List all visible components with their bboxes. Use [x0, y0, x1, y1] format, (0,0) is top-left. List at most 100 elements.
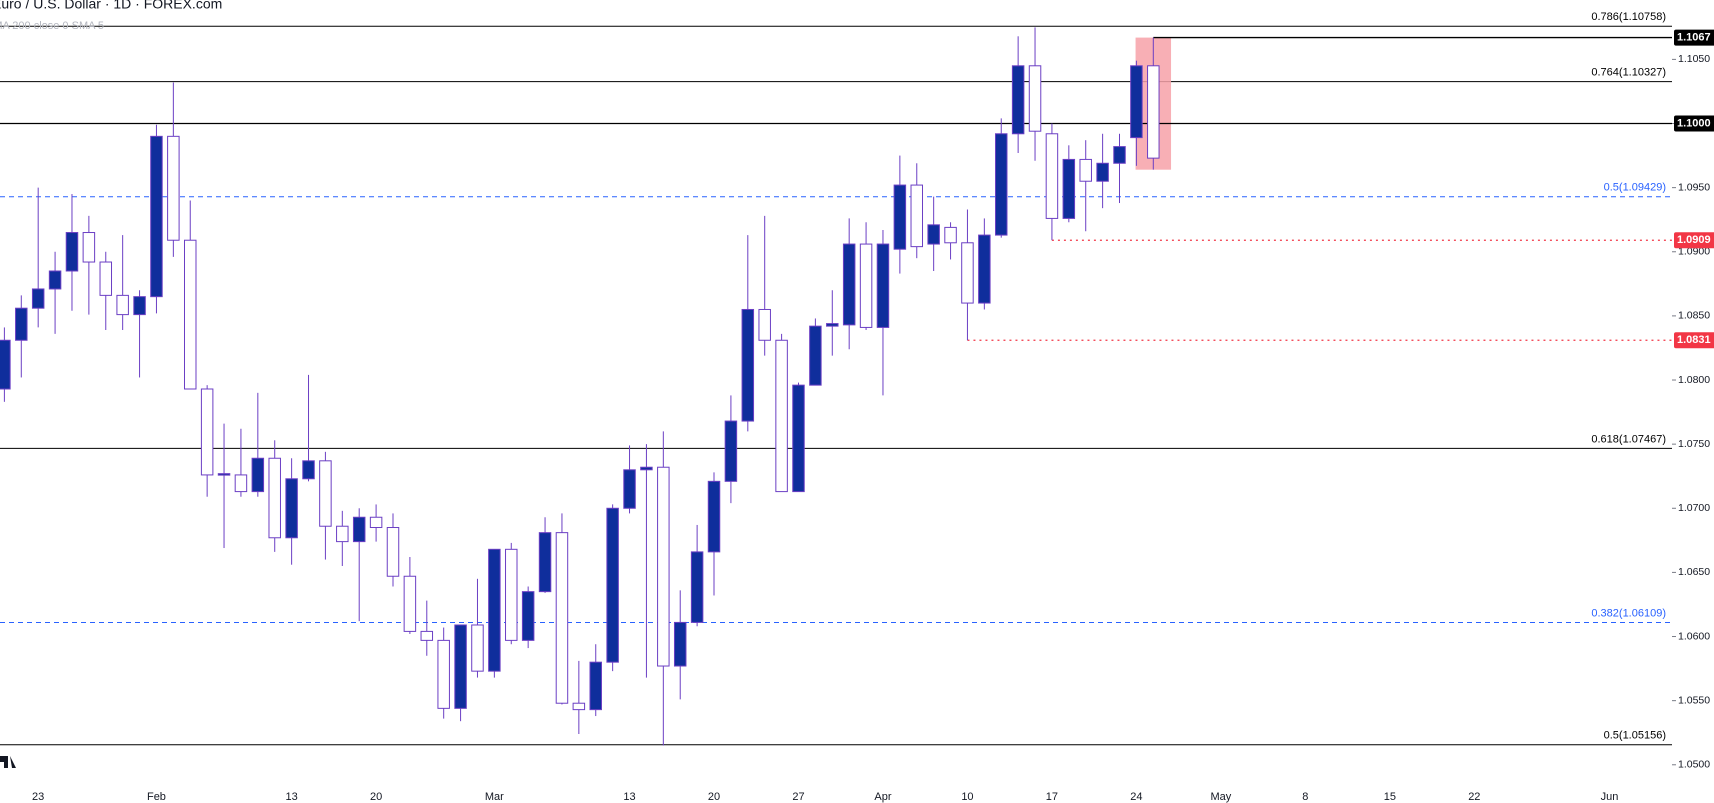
x-tick-label: 23	[32, 791, 44, 803]
candle-body	[758, 308, 771, 341]
y-tick-label: 1.0650	[1678, 566, 1710, 578]
x-tick-label: 20	[708, 791, 720, 803]
candle-body	[1113, 146, 1126, 164]
candle-body	[1079, 158, 1092, 182]
candle-body	[31, 288, 45, 309]
candle-body	[775, 339, 788, 493]
level-label: 0.764(1.10327)	[1591, 66, 1666, 78]
x-tick-label: 8	[1302, 791, 1308, 803]
y-tick-label: 1.0750	[1678, 438, 1710, 450]
candle-body	[927, 224, 940, 245]
x-tick-label: Jun	[1601, 791, 1619, 803]
candle-body	[994, 133, 1008, 236]
candle-body	[859, 243, 873, 328]
candle-body	[65, 232, 79, 272]
candle-body	[1028, 65, 1042, 132]
candle-body	[589, 661, 602, 711]
candles	[0, 27, 1160, 746]
candle-body	[150, 135, 163, 298]
candle-body	[944, 226, 957, 244]
candle-body	[657, 466, 670, 667]
candle-body	[133, 296, 146, 316]
x-tick-label: May	[1210, 791, 1231, 803]
y-tick-label: 1.0800	[1678, 374, 1710, 386]
candle-body	[724, 420, 738, 482]
y-tick-label: 1.0850	[1678, 310, 1710, 322]
y-tick-label: 1.1050	[1678, 53, 1710, 65]
candle-body	[555, 532, 569, 704]
candle-body	[623, 469, 636, 509]
y-tick-label: 1.0600	[1678, 630, 1710, 642]
candle-body	[876, 243, 890, 328]
levels: 0.786(1.10758) 0.764(1.10327) 0.5(1.09429)…	[0, 11, 1672, 746]
level-label: 0.5(1.09429)	[1604, 182, 1666, 194]
x-tick-label: 13	[285, 791, 297, 803]
x-tick-label: Mar	[485, 791, 504, 803]
price-label: 1.0909	[1677, 234, 1711, 246]
candle-body	[352, 516, 366, 543]
candle-body	[978, 234, 991, 304]
candle-body	[1062, 158, 1076, 219]
candle-body	[673, 621, 687, 667]
candle-body	[826, 323, 839, 327]
x-tick-label: 15	[1384, 791, 1396, 803]
candle-body	[48, 270, 62, 290]
candle-body	[82, 232, 96, 263]
chart-title: Euro / U.S. Dollar · 1D · FOREX.com	[0, 0, 222, 12]
price-label-box	[1674, 115, 1714, 132]
candle-body	[15, 307, 28, 341]
price-label: 1.1067	[1677, 31, 1711, 43]
candle-body	[234, 474, 248, 493]
candle-body	[1011, 65, 1025, 135]
level-label: 0.618(1.07467)	[1591, 433, 1666, 445]
candle-body	[640, 466, 653, 471]
candle-body	[538, 532, 552, 593]
price-label-box	[1674, 29, 1714, 46]
candle-body	[454, 624, 467, 709]
candle-body	[842, 243, 856, 326]
candle-body	[184, 239, 197, 390]
candle-body	[471, 624, 484, 672]
candle-body	[961, 242, 974, 304]
candle-body	[809, 325, 822, 386]
x-tick-label: 24	[1130, 791, 1142, 803]
candle-body	[99, 261, 113, 296]
candle-body	[336, 525, 349, 543]
candle-body	[369, 516, 383, 529]
level-label: 0.5(1.05156)	[1604, 730, 1666, 742]
candle-body	[893, 184, 907, 250]
candle-body	[251, 457, 265, 493]
candle-body	[572, 702, 586, 711]
logo	[0, 756, 16, 768]
candle-body	[0, 339, 11, 390]
candle-body	[606, 507, 619, 663]
x-tick-label: 22	[1468, 791, 1480, 803]
candle-body	[116, 294, 129, 316]
candle-body	[1147, 65, 1160, 159]
level-label: 0.382(1.06109)	[1591, 607, 1666, 619]
price-label: 1.0831	[1677, 334, 1711, 346]
x-tick-label: Feb	[147, 791, 166, 803]
candle-body	[707, 480, 721, 553]
x-tick-label: 27	[792, 791, 804, 803]
level-label: 0.786(1.10758)	[1591, 11, 1666, 23]
candle-body	[690, 551, 704, 623]
candle-body	[217, 473, 231, 476]
candle-body	[437, 639, 450, 709]
candle-body	[521, 591, 535, 641]
x-tick-label: 17	[1046, 791, 1058, 803]
candle-body	[741, 308, 755, 422]
candle-body	[488, 548, 501, 672]
candle-body	[268, 457, 281, 539]
candle-body	[386, 527, 400, 577]
y-tick-label: 1.0950	[1678, 181, 1710, 193]
price-label: 1.1000	[1677, 117, 1711, 129]
x-tick-label: 20	[370, 791, 382, 803]
candle-body	[1045, 133, 1059, 219]
candle-body	[200, 388, 214, 476]
candle-body	[1096, 162, 1109, 182]
candle-body	[792, 384, 805, 493]
indicator-legend: SMA 200 close 0 SMA 5	[0, 20, 104, 32]
